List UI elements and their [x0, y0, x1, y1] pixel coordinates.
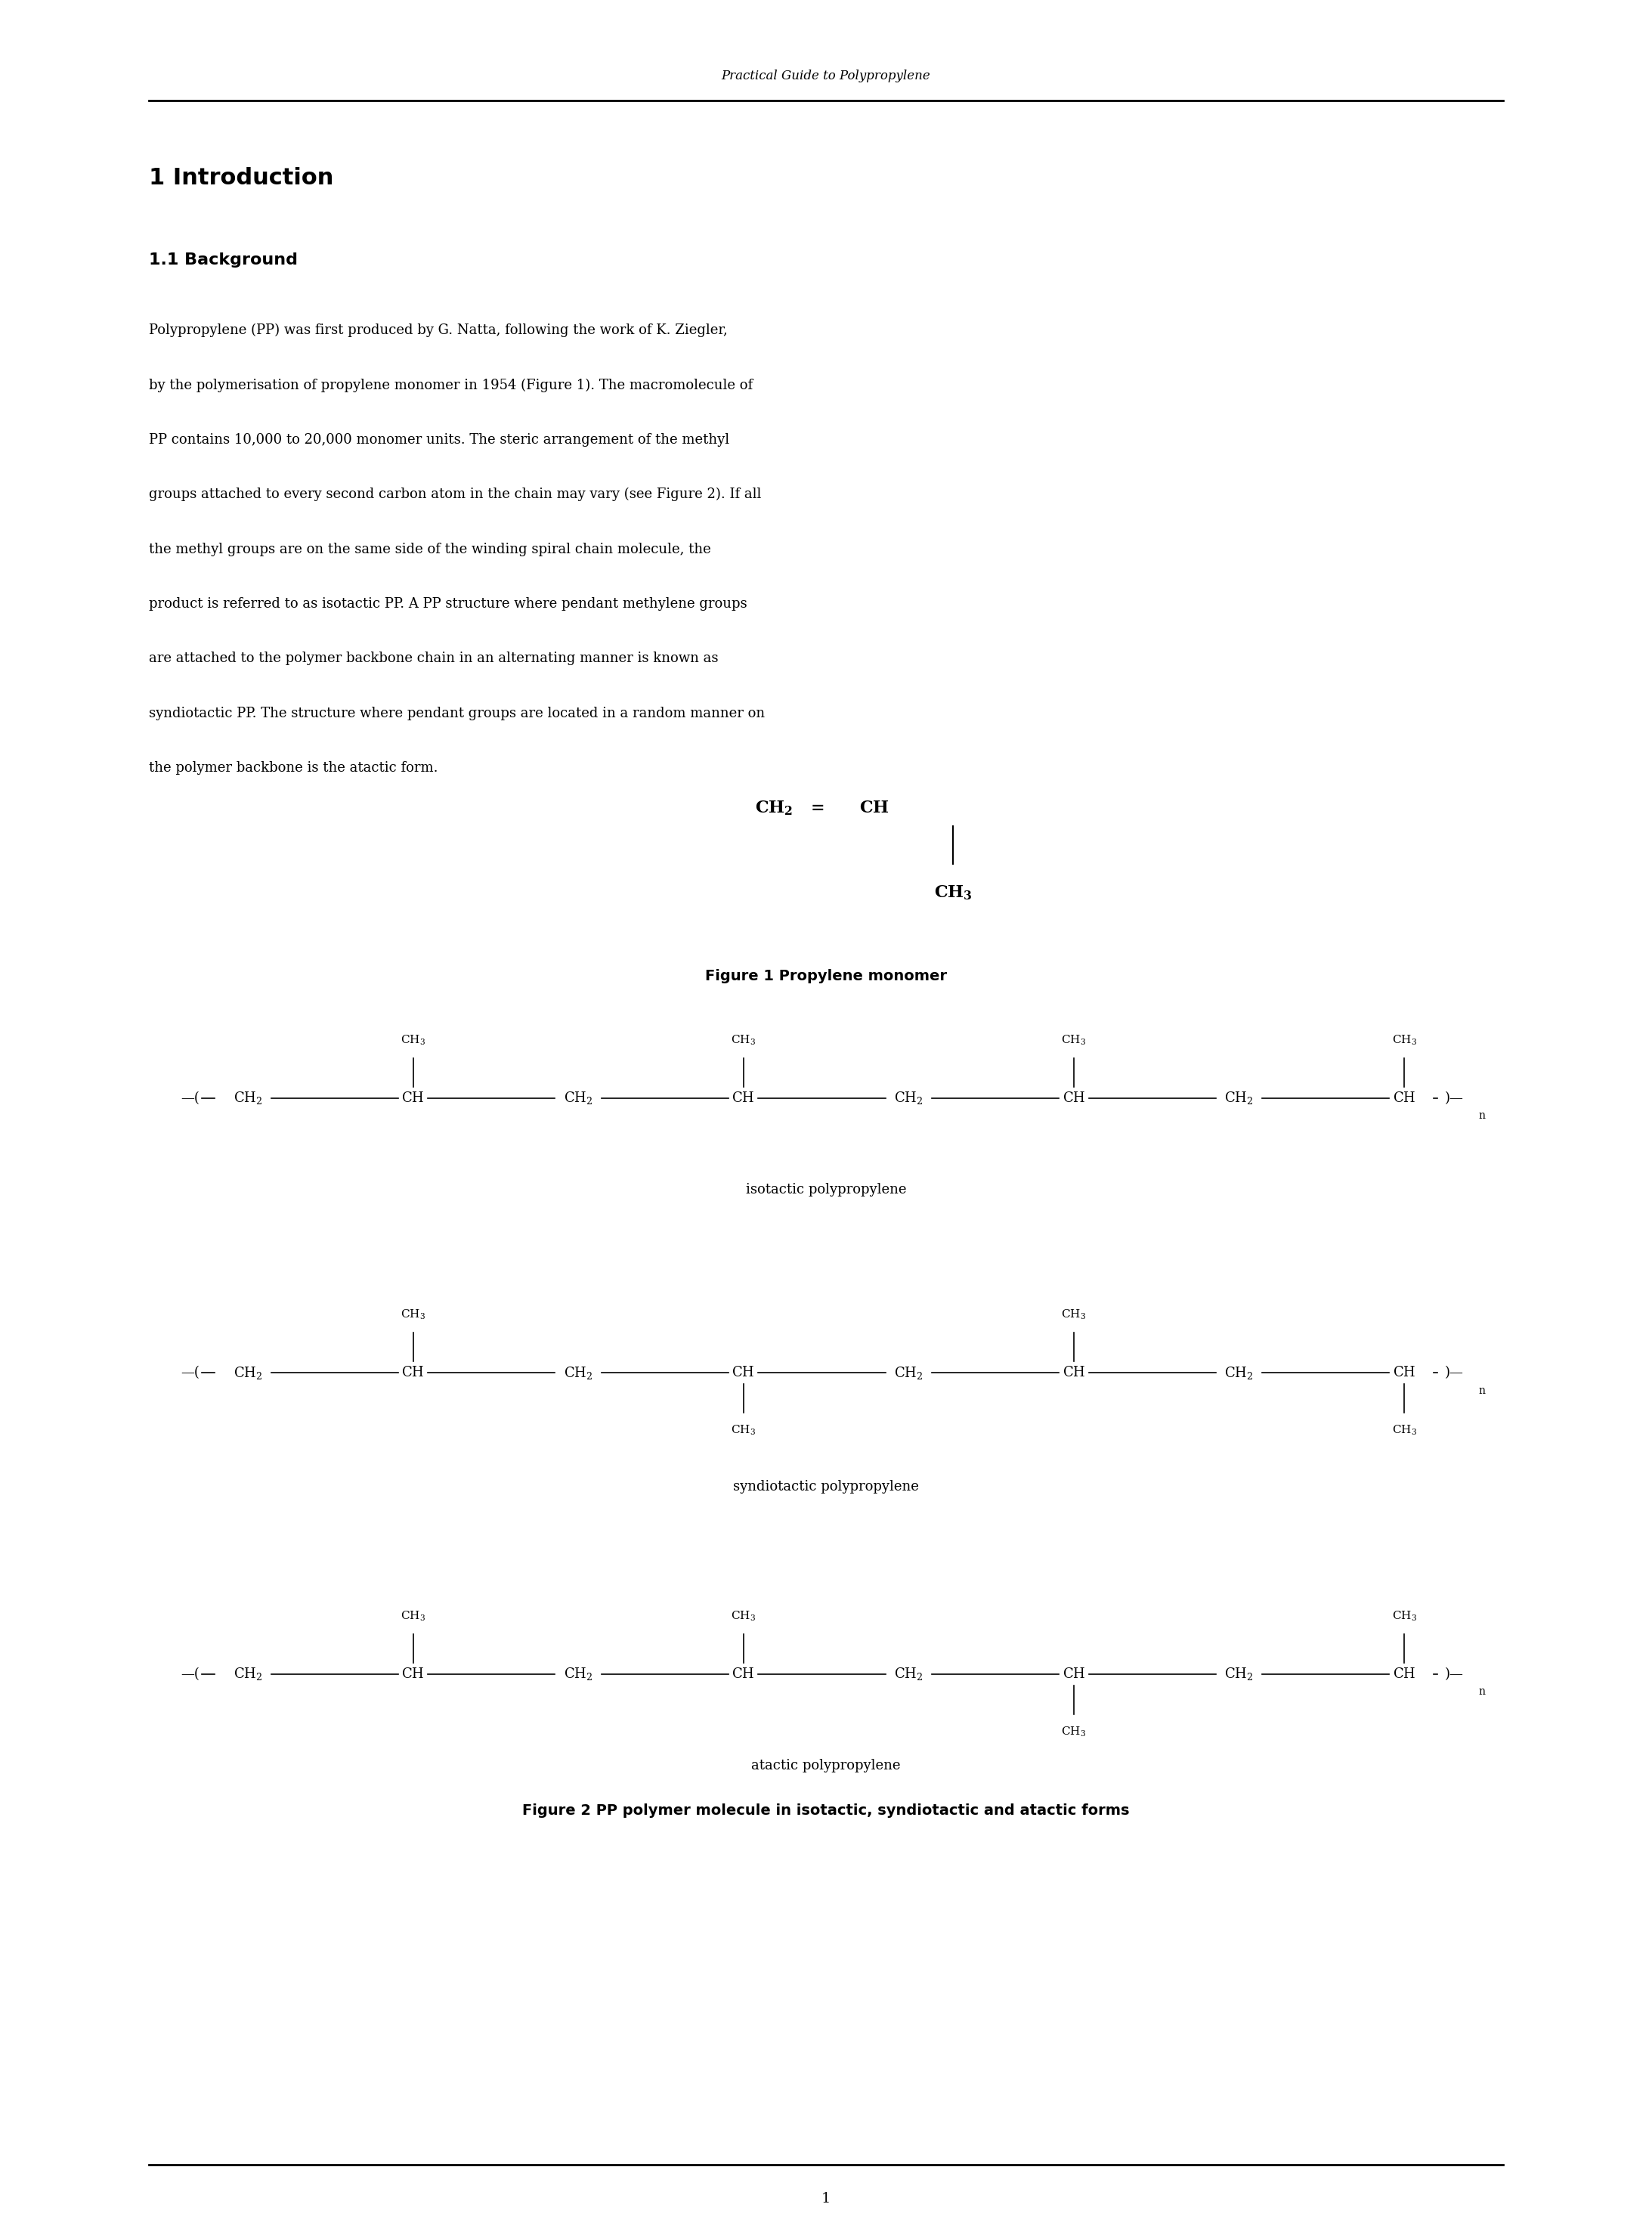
Text: $\mathregular{CH}$: $\mathregular{CH}$ — [1062, 1667, 1085, 1681]
Text: $\mathregular{CH_3}$: $\mathregular{CH_3}$ — [1391, 1033, 1417, 1047]
Text: PP contains 10,000 to 20,000 monomer units. The steric arrangement of the methyl: PP contains 10,000 to 20,000 monomer uni… — [149, 433, 729, 446]
Text: )—: )— — [1444, 1091, 1464, 1105]
Text: $\mathregular{CH}$: $\mathregular{CH}$ — [1393, 1366, 1416, 1379]
Text: $\mathregular{CH_3}$: $\mathregular{CH_3}$ — [730, 1033, 757, 1047]
Text: $\mathregular{CH}$: $\mathregular{CH}$ — [401, 1667, 425, 1681]
Text: $\mathregular{CH_3}$: $\mathregular{CH_3}$ — [730, 1609, 757, 1623]
Text: $\mathregular{CH_2}$: $\mathregular{CH_2}$ — [1224, 1665, 1254, 1683]
Text: $\mathregular{CH}$: $\mathregular{CH}$ — [732, 1091, 755, 1105]
Text: $\mathregular{CH_2}$: $\mathregular{CH_2}$ — [563, 1364, 593, 1382]
Text: $\mathregular{CH_3}$: $\mathregular{CH_3}$ — [730, 1424, 757, 1437]
Text: $\mathregular{CH_2}$: $\mathregular{CH_2}$ — [563, 1665, 593, 1683]
Text: n: n — [1479, 1386, 1485, 1395]
Text: n: n — [1479, 1687, 1485, 1696]
Text: are attached to the polymer backbone chain in an alternating manner is known as: are attached to the polymer backbone cha… — [149, 652, 719, 665]
Text: $\mathregular{CH}$: $\mathregular{CH}$ — [859, 799, 889, 817]
Text: )—: )— — [1444, 1667, 1464, 1681]
Text: 1.1 Background: 1.1 Background — [149, 252, 297, 268]
Text: the methyl groups are on the same side of the winding spiral chain molecule, the: the methyl groups are on the same side o… — [149, 542, 710, 556]
Text: —(: —( — [180, 1667, 200, 1681]
Text: $\mathregular{CH_2}$: $\mathregular{CH_2}$ — [233, 1364, 263, 1382]
Text: $\mathregular{CH_3}$: $\mathregular{CH_3}$ — [400, 1609, 426, 1623]
Text: isotactic polypropylene: isotactic polypropylene — [745, 1183, 907, 1196]
Text: $\mathregular{CH_3}$: $\mathregular{CH_3}$ — [400, 1308, 426, 1321]
Text: product is referred to as isotactic PP. A PP structure where pendant methylene g: product is referred to as isotactic PP. … — [149, 598, 747, 612]
Text: —(: —( — [180, 1366, 200, 1379]
Text: atactic polypropylene: atactic polypropylene — [752, 1759, 900, 1772]
Text: $\mathregular{CH}$: $\mathregular{CH}$ — [732, 1366, 755, 1379]
Text: syndiotactic PP. The structure where pendant groups are located in a random mann: syndiotactic PP. The structure where pen… — [149, 705, 765, 721]
Text: $\mathregular{CH_3}$: $\mathregular{CH_3}$ — [1391, 1424, 1417, 1437]
Text: the polymer backbone is the atactic form.: the polymer backbone is the atactic form… — [149, 761, 438, 775]
Text: $\mathregular{CH_2}$: $\mathregular{CH_2}$ — [894, 1089, 923, 1107]
Text: $\mathregular{CH}$: $\mathregular{CH}$ — [1062, 1366, 1085, 1379]
Text: $\mathregular{CH}$: $\mathregular{CH}$ — [401, 1366, 425, 1379]
Text: $\mathregular{CH}$: $\mathregular{CH}$ — [1062, 1091, 1085, 1105]
Text: $\mathregular{CH_2}$: $\mathregular{CH_2}$ — [563, 1089, 593, 1107]
Text: 1: 1 — [821, 2192, 831, 2205]
Text: $\mathregular{CH_3}$: $\mathregular{CH_3}$ — [1391, 1609, 1417, 1623]
Text: n: n — [1479, 1112, 1485, 1120]
Text: =: = — [811, 799, 824, 817]
Text: Figure 1 Propylene monomer: Figure 1 Propylene monomer — [705, 969, 947, 982]
Text: Figure 2 PP polymer molecule in isotactic, syndiotactic and atactic forms: Figure 2 PP polymer molecule in isotacti… — [522, 1803, 1130, 1817]
Text: 1 Introduction: 1 Introduction — [149, 167, 334, 190]
Text: $\mathregular{CH_2}$: $\mathregular{CH_2}$ — [894, 1364, 923, 1382]
Text: $\mathregular{CH_2}$: $\mathregular{CH_2}$ — [1224, 1364, 1254, 1382]
Text: groups attached to every second carbon atom in the chain may vary (see Figure 2): groups attached to every second carbon a… — [149, 489, 762, 502]
Text: $\mathregular{CH_2}$: $\mathregular{CH_2}$ — [755, 799, 793, 817]
Text: $\mathregular{CH_3}$: $\mathregular{CH_3}$ — [1061, 1033, 1087, 1047]
Text: $\mathregular{CH_2}$: $\mathregular{CH_2}$ — [1224, 1089, 1254, 1107]
Text: —(: —( — [180, 1091, 200, 1105]
Text: )—: )— — [1444, 1366, 1464, 1379]
Text: $\mathregular{CH_3}$: $\mathregular{CH_3}$ — [1061, 1725, 1087, 1739]
Text: Practical Guide to Polypropylene: Practical Guide to Polypropylene — [722, 69, 930, 83]
Text: $\mathregular{CH}$: $\mathregular{CH}$ — [732, 1667, 755, 1681]
Text: $\mathregular{CH_2}$: $\mathregular{CH_2}$ — [233, 1665, 263, 1683]
Text: $\mathregular{CH_3}$: $\mathregular{CH_3}$ — [400, 1033, 426, 1047]
Text: $\mathregular{CH}$: $\mathregular{CH}$ — [401, 1091, 425, 1105]
Text: $\mathregular{CH_3}$: $\mathregular{CH_3}$ — [1061, 1308, 1087, 1321]
Text: $\mathregular{CH}$: $\mathregular{CH}$ — [1393, 1091, 1416, 1105]
Text: $\mathregular{CH_3}$: $\mathregular{CH_3}$ — [933, 884, 973, 902]
Text: syndiotactic polypropylene: syndiotactic polypropylene — [733, 1480, 919, 1493]
Text: Polypropylene (PP) was first produced by G. Natta, following the work of K. Zieg: Polypropylene (PP) was first produced by… — [149, 324, 727, 337]
Text: $\mathregular{CH_2}$: $\mathregular{CH_2}$ — [894, 1665, 923, 1683]
Text: $\mathregular{CH}$: $\mathregular{CH}$ — [1393, 1667, 1416, 1681]
Text: $\mathregular{CH_2}$: $\mathregular{CH_2}$ — [233, 1089, 263, 1107]
Text: by the polymerisation of propylene monomer in 1954 (Figure 1). The macromolecule: by the polymerisation of propylene monom… — [149, 377, 753, 393]
